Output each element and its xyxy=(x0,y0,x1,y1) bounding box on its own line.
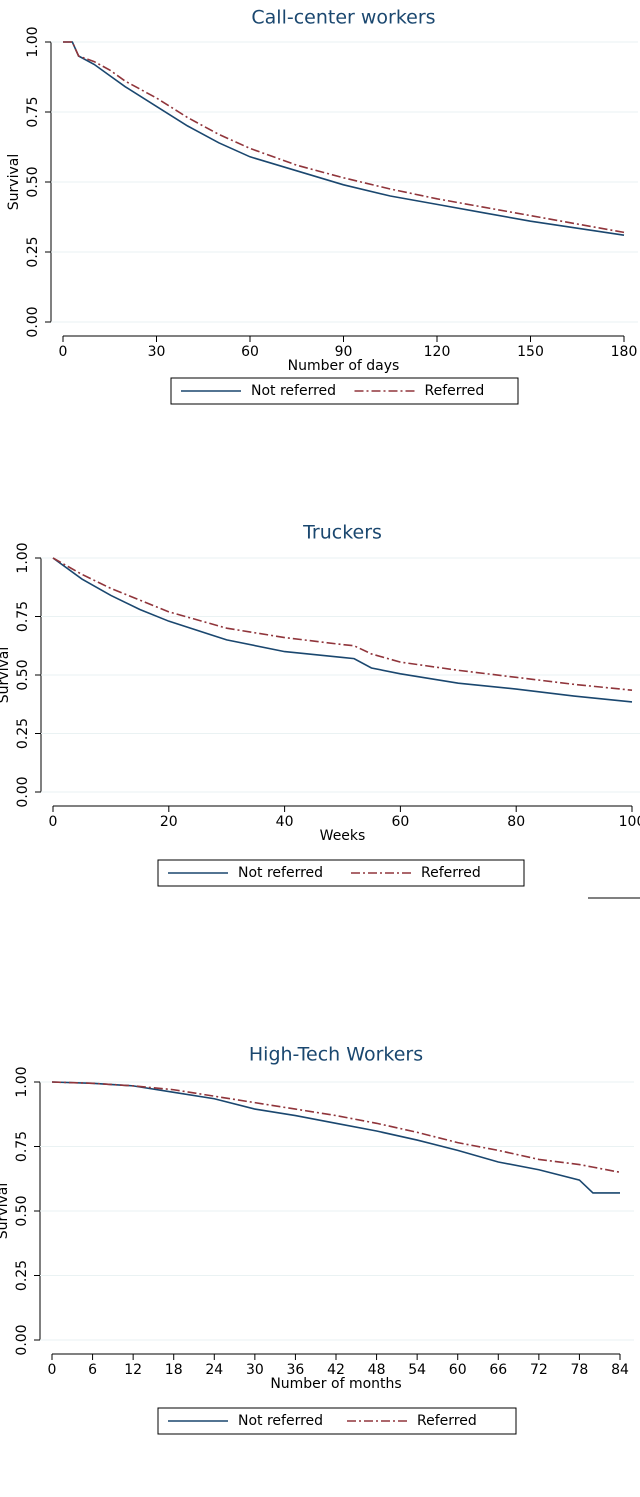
y-tick-label: 0.25 xyxy=(15,718,31,749)
x-tick-label: 0 xyxy=(49,814,58,830)
survival-line xyxy=(52,557,633,692)
chart-title: Call-center workers xyxy=(251,7,435,29)
y-tick-label: 0.00 xyxy=(25,306,41,337)
x-tick-label: 42 xyxy=(327,1362,345,1378)
survival-line xyxy=(63,41,625,236)
x-tick-label: 54 xyxy=(408,1362,426,1378)
legend-label: Not referred xyxy=(238,1413,323,1429)
x-tick-label: 36 xyxy=(287,1362,305,1378)
x-tick-label: 6 xyxy=(88,1362,97,1378)
survival-line xyxy=(52,557,633,703)
legend-label: Referred xyxy=(417,1413,477,1429)
survival-line xyxy=(51,1081,621,1174)
x-tick-label: 150 xyxy=(517,344,544,360)
legend-label: Not referred xyxy=(251,383,336,399)
x-tick-label: 12 xyxy=(124,1362,142,1378)
y-tick-label: 1.00 xyxy=(15,542,31,573)
x-axis-label: Number of months xyxy=(270,1376,401,1392)
x-tick-label: 60 xyxy=(391,814,409,830)
chart-title: High-Tech Workers xyxy=(249,1044,423,1066)
legend-label: Not referred xyxy=(238,865,323,881)
y-tick-label: 0.50 xyxy=(15,659,31,690)
y-tick-label: 0.75 xyxy=(25,96,41,127)
x-tick-label: 18 xyxy=(165,1362,183,1378)
x-tick-label: 180 xyxy=(611,344,638,360)
chart-title: Truckers xyxy=(302,522,382,544)
x-tick-label: 20 xyxy=(160,814,178,830)
x-tick-label: 100 xyxy=(619,814,640,830)
survival-line xyxy=(51,1081,620,1194)
legend-label: Referred xyxy=(425,383,485,399)
y-tick-label: 0.25 xyxy=(14,1260,30,1291)
y-tick-label: 1.00 xyxy=(25,26,41,57)
x-tick-label: 40 xyxy=(276,814,294,830)
y-tick-label: 0.50 xyxy=(25,166,41,197)
x-tick-label: 84 xyxy=(611,1362,629,1378)
x-tick-label: 90 xyxy=(335,344,353,360)
legend-box xyxy=(157,859,525,887)
x-axis-label: Weeks xyxy=(320,828,366,844)
x-tick-label: 78 xyxy=(571,1362,589,1378)
x-tick-label: 72 xyxy=(530,1362,548,1378)
x-tick-label: 120 xyxy=(424,344,451,360)
y-axis-label: Survival xyxy=(0,647,12,703)
survival-line xyxy=(63,41,625,234)
y-tick-label: 0.00 xyxy=(14,1324,30,1355)
x-tick-label: 0 xyxy=(59,344,68,360)
x-tick-label: 60 xyxy=(241,344,259,360)
y-tick-label: 0.50 xyxy=(14,1195,30,1226)
y-tick-label: 1.00 xyxy=(14,1066,30,1097)
y-tick-label: 0.75 xyxy=(15,601,31,632)
x-tick-label: 30 xyxy=(148,344,166,360)
x-tick-label: 24 xyxy=(205,1362,223,1378)
x-tick-label: 66 xyxy=(489,1362,507,1378)
legend-label: Referred xyxy=(421,865,481,881)
x-tick-label: 60 xyxy=(449,1362,467,1378)
y-tick-label: 0.25 xyxy=(25,236,41,267)
y-tick-label: 0.00 xyxy=(15,776,31,807)
x-axis-label: Number of days xyxy=(288,358,400,374)
x-tick-label: 48 xyxy=(368,1362,386,1378)
x-tick-label: 80 xyxy=(507,814,525,830)
y-axis-label: Survival xyxy=(6,154,22,210)
x-tick-label: 30 xyxy=(246,1362,264,1378)
x-tick-label: 0 xyxy=(48,1362,57,1378)
y-tick-label: 0.75 xyxy=(14,1131,30,1162)
y-axis-label: Survival xyxy=(0,1183,11,1239)
